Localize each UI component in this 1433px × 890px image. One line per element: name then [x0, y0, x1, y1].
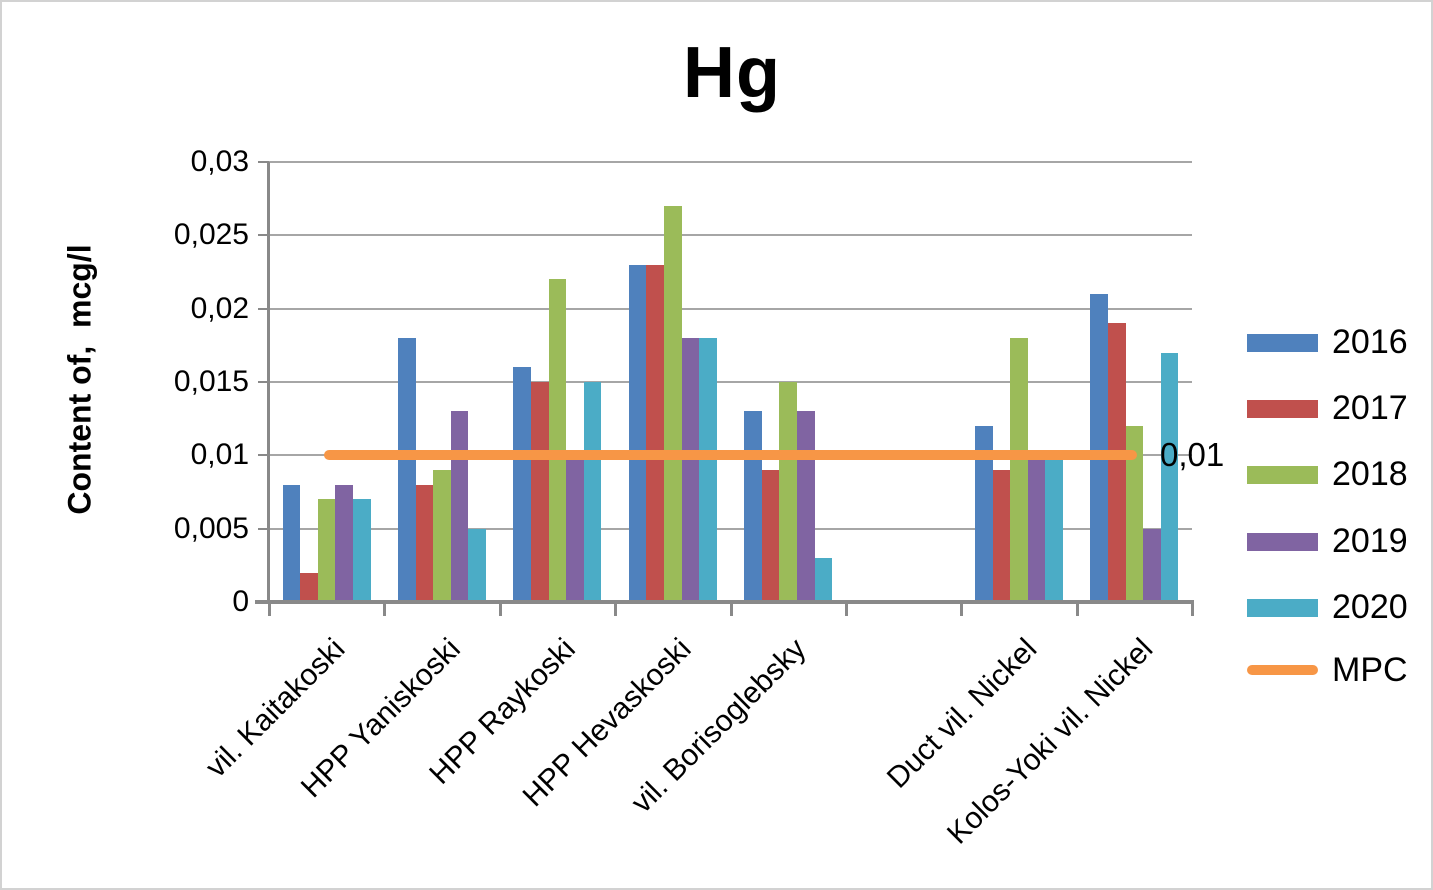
bar-2019-hpp-yaniskoski: [450, 411, 469, 602]
bar-2017-hpp-yaniskoski: [415, 484, 434, 602]
bar-2018-vil-kaitakoski: [317, 499, 336, 602]
y-axis-tick: [258, 161, 269, 163]
legend-label-2018: 2018: [1332, 455, 1408, 494]
legend-label-2020: 2020: [1332, 587, 1408, 626]
bar-2020-hpp-yaniskoski: [468, 528, 487, 602]
legend-swatch-2018: [1247, 466, 1318, 485]
bar-2017-vil-borisoglebsky: [761, 470, 780, 602]
legend-swatch-2019: [1247, 532, 1318, 551]
bar-2018-hpp-yaniskoski: [433, 470, 451, 602]
gridline: [269, 307, 1192, 310]
x-axis-label-kolos-yoki-vil-nickel: Kolos-Yoki vil. Nickel: [940, 632, 1159, 851]
y-tick-label: 0,03: [190, 145, 249, 178]
x-axis-tick: [729, 602, 733, 616]
y-tick-label: 0: [232, 585, 249, 618]
bar-2016-hpp-yaniskoski: [398, 338, 416, 602]
legend-swatch-2016: [1247, 334, 1318, 352]
x-axis-tick: [614, 602, 618, 616]
legend-label-2019: 2019: [1332, 521, 1408, 560]
bar-2018-duct-vil-nickel: [1010, 338, 1028, 602]
bar-2019-vil-kaitakoski: [335, 484, 354, 602]
bar-2019-hpp-raykoski: [566, 455, 584, 602]
mpc-line: [324, 450, 1137, 461]
bar-2020-hpp-raykoski: [583, 382, 602, 602]
y-tick-label: 0,01: [190, 438, 249, 472]
bar-2017-hpp-raykoski: [531, 382, 549, 602]
bar-2017-duct-vil-nickel: [992, 470, 1011, 602]
bar-2019-vil-borisoglebsky: [796, 411, 815, 602]
gridline: [269, 161, 1192, 163]
y-tick-label: 0,02: [190, 291, 249, 325]
bar-2018-hpp-hevaskoski: [664, 206, 682, 602]
bar-2017-vil-kaitakoski: [300, 572, 318, 602]
legend-swatch-2020: [1247, 598, 1318, 617]
bar-2018-hpp-raykoski: [548, 279, 567, 602]
bar-2020-vil-kaitakoski: [353, 499, 371, 602]
x-axis-tick: [268, 602, 271, 616]
legend-mpc-line: [1247, 665, 1318, 675]
bar-2016-vil-kaitakoski: [282, 484, 301, 602]
legend-label-mpc: MPC: [1332, 651, 1408, 689]
y-tick-label: 0,025: [173, 218, 249, 252]
x-axis-tick: [383, 602, 387, 616]
bar-2019-kolos-yoki-vil-nickel: [1143, 528, 1161, 602]
gridline: [269, 234, 1192, 237]
bar-2016-kolos-yoki-vil-nickel: [1090, 294, 1108, 602]
bar-2020-hpp-hevaskoski: [699, 338, 717, 602]
bar-2016-vil-borisoglebsky: [744, 411, 762, 602]
y-axis-tick: [258, 307, 269, 310]
y-axis-title: Content of, mcg/l: [61, 244, 98, 515]
x-axis-tick: [844, 602, 848, 616]
gridline: [269, 527, 1192, 530]
x-axis-tick: [1075, 602, 1079, 616]
y-axis-tick: [258, 234, 269, 237]
bar-2018-kolos-yoki-vil-nickel: [1125, 426, 1144, 602]
x-axis: [255, 600, 1194, 604]
bar-2019-hpp-hevaskoski: [681, 338, 700, 602]
bar-2019-duct-vil-nickel: [1027, 455, 1046, 602]
x-axis-tick: [1191, 602, 1194, 616]
bar-2020-duct-vil-nickel: [1045, 455, 1063, 602]
y-axis-tick: [258, 527, 269, 530]
chart-title: Hg: [683, 33, 781, 113]
bar-2016-hpp-raykoski: [513, 367, 532, 602]
y-tick-label: 0,015: [173, 365, 249, 398]
legend-swatch-2017: [1247, 400, 1318, 419]
bar-2020-vil-borisoglebsky: [814, 558, 833, 602]
mpc-annotation: 0,01: [1160, 436, 1225, 474]
bar-2020-kolos-yoki-vil-nickel: [1160, 352, 1179, 602]
y-axis-tick: [258, 381, 269, 383]
y-axis-tick: [258, 454, 269, 457]
bar-2018-vil-borisoglebsky: [779, 382, 797, 602]
bar-2016-duct-vil-nickel: [974, 426, 993, 602]
bar-2016-hpp-hevaskoski: [628, 264, 647, 602]
legend-label-2016: 2016: [1332, 323, 1408, 361]
bar-2017-hpp-hevaskoski: [646, 264, 664, 602]
x-axis-tick: [960, 602, 964, 616]
gridline: [269, 381, 1192, 383]
y-axis: [267, 162, 270, 604]
legend-label-2017: 2017: [1332, 389, 1408, 428]
bar-2017-kolos-yoki-vil-nickel: [1107, 323, 1126, 602]
x-axis-tick: [498, 602, 502, 616]
y-tick-label: 0,005: [173, 511, 249, 545]
